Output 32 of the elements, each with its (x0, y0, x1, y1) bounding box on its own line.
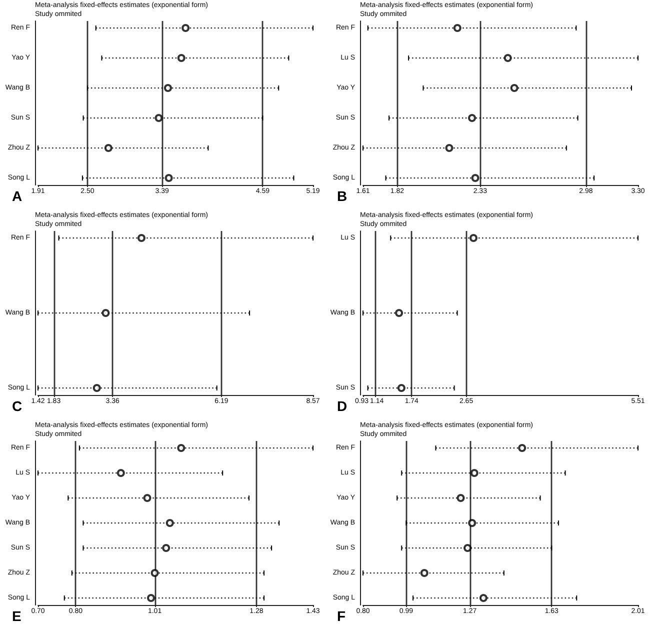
point (504, 54, 512, 62)
point (510, 84, 518, 92)
point (116, 469, 125, 477)
point (518, 444, 526, 452)
point (147, 594, 156, 602)
point (420, 569, 428, 577)
point (471, 174, 480, 182)
point (468, 519, 476, 527)
text: F (337, 608, 346, 624)
point (143, 494, 152, 502)
point (470, 469, 478, 477)
text: C (12, 398, 22, 414)
point (182, 24, 190, 32)
point (468, 114, 476, 122)
text: A (12, 188, 22, 204)
point (177, 444, 186, 452)
point (162, 544, 170, 552)
point (164, 174, 173, 182)
text: B (337, 188, 348, 204)
point (166, 519, 174, 527)
point (177, 54, 186, 62)
point (164, 84, 172, 92)
text: E (12, 608, 22, 624)
point (154, 114, 163, 122)
point (104, 144, 112, 152)
point (453, 24, 462, 32)
point (479, 594, 488, 602)
point (150, 569, 159, 577)
point (464, 544, 472, 552)
point (445, 144, 454, 152)
text: D (337, 398, 348, 414)
point (456, 494, 465, 502)
